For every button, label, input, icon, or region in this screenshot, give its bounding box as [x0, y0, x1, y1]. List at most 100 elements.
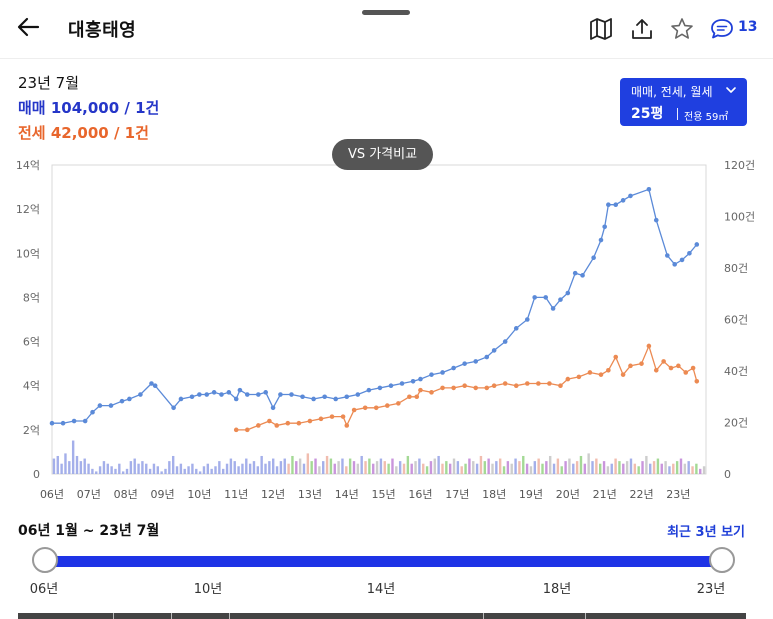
data-point	[653, 217, 659, 223]
volume-bar	[452, 458, 456, 474]
data-point	[550, 306, 556, 311]
data-point	[362, 405, 368, 411]
recent-3-years-button[interactable]: 최근 3년 보기	[667, 525, 745, 540]
volume-bar	[660, 463, 663, 474]
data-point	[513, 383, 519, 389]
data-point	[211, 390, 217, 395]
volume-bar	[68, 461, 71, 474]
x-tick-label: 06년	[40, 488, 64, 501]
y-right-tick-label: 100건	[724, 211, 755, 224]
volume-bar	[91, 468, 94, 474]
data-point	[289, 392, 294, 397]
volume-bar	[364, 461, 367, 474]
volume-bar	[310, 461, 313, 474]
volume-bar	[402, 463, 406, 474]
data-point	[300, 394, 305, 400]
volume-bar	[237, 466, 240, 474]
data-point	[525, 381, 530, 386]
trade-type-selector[interactable]: 매매, 전세, 월세 25평 전용 59㎡	[620, 78, 747, 126]
data-point	[628, 193, 633, 199]
data-point	[399, 381, 405, 386]
volume-bar	[683, 463, 687, 474]
volume-bar	[687, 461, 690, 474]
volume-bar	[425, 466, 429, 474]
y-left-tick-label: 12억	[16, 203, 40, 216]
data-point	[565, 376, 571, 382]
y-right-tick-label: 120건	[724, 159, 755, 172]
tab-divider	[229, 613, 230, 619]
map-icon[interactable]	[588, 16, 614, 42]
series-line-jeonse	[236, 344, 698, 431]
sale-price-summary: 매매 104,000 / 1건	[18, 97, 159, 118]
volume-bar	[645, 455, 648, 474]
volume-bar	[287, 463, 290, 474]
volume-bar	[214, 466, 217, 474]
data-point	[97, 403, 103, 408]
vs-compare-button[interactable]: VS 가격비교	[332, 139, 433, 170]
share-icon[interactable]	[629, 16, 655, 42]
range-slider-track[interactable]	[45, 556, 722, 567]
volume-bar	[129, 461, 133, 474]
volume-bar	[487, 458, 490, 474]
range-slider-end-handle[interactable]	[709, 547, 735, 573]
data-point	[558, 383, 563, 389]
data-point	[598, 237, 604, 243]
data-point	[267, 418, 272, 424]
volume-bar	[145, 463, 148, 474]
series-line-sale	[52, 188, 698, 424]
data-point	[119, 398, 125, 404]
data-point	[318, 416, 324, 422]
volume-bar	[348, 458, 352, 474]
data-point	[683, 370, 689, 375]
period-label: 23년 7월	[18, 74, 79, 92]
x-tick-label: 15년	[372, 488, 396, 501]
data-point	[233, 427, 239, 433]
comment-icon[interactable]	[709, 16, 735, 42]
volume-bar	[568, 458, 571, 474]
x-tick-label: 12년	[261, 488, 285, 501]
data-point	[690, 365, 696, 371]
volume-bar	[95, 471, 98, 474]
data-point	[687, 250, 692, 256]
data-point	[388, 383, 394, 389]
x-tick-label: 20년	[556, 488, 580, 501]
volume-bar	[564, 461, 567, 474]
range-slider-start-handle[interactable]	[32, 547, 58, 573]
volume-bar	[345, 466, 348, 474]
data-point	[171, 405, 176, 411]
data-point	[440, 385, 445, 391]
volume-bar	[675, 461, 679, 474]
volume-bar	[448, 463, 452, 474]
volume-bar	[102, 461, 106, 474]
volume-bar	[206, 463, 210, 474]
volume-bar	[341, 458, 344, 474]
price-chart[interactable]: 0 2억 4억 6억 8억 10억 12억 14억 0 20건 40건 60건 80건 100건 120건 0…	[0, 150, 773, 505]
star-icon[interactable]	[669, 16, 695, 42]
range-tick-label: 18년	[542, 582, 572, 597]
volume-bar	[441, 463, 444, 474]
back-arrow-icon[interactable]	[16, 14, 42, 40]
data-point	[665, 253, 670, 258]
volume-bar	[171, 455, 175, 474]
data-point	[60, 420, 66, 426]
volume-bar	[475, 463, 479, 474]
x-tick-label: 21년	[593, 488, 617, 501]
range-tick-label: 14년	[366, 582, 396, 597]
data-point	[138, 392, 143, 397]
comment-count[interactable]: 13	[738, 19, 758, 35]
volume-bar	[298, 458, 302, 474]
sale-label: 매매	[18, 99, 46, 117]
volume-bar	[133, 458, 136, 474]
volume-bar	[614, 458, 617, 474]
sheet-drag-handle[interactable]	[362, 10, 410, 15]
data-point	[204, 392, 210, 397]
volume-bar	[472, 461, 475, 474]
data-point	[219, 392, 224, 397]
x-tick-label: 22년	[629, 488, 653, 501]
volume-bar	[422, 463, 425, 474]
volume-bar	[483, 461, 486, 474]
data-point	[366, 387, 372, 393]
volume-bar	[175, 466, 179, 474]
volume-bar	[337, 461, 340, 474]
volume-bar	[518, 461, 521, 474]
